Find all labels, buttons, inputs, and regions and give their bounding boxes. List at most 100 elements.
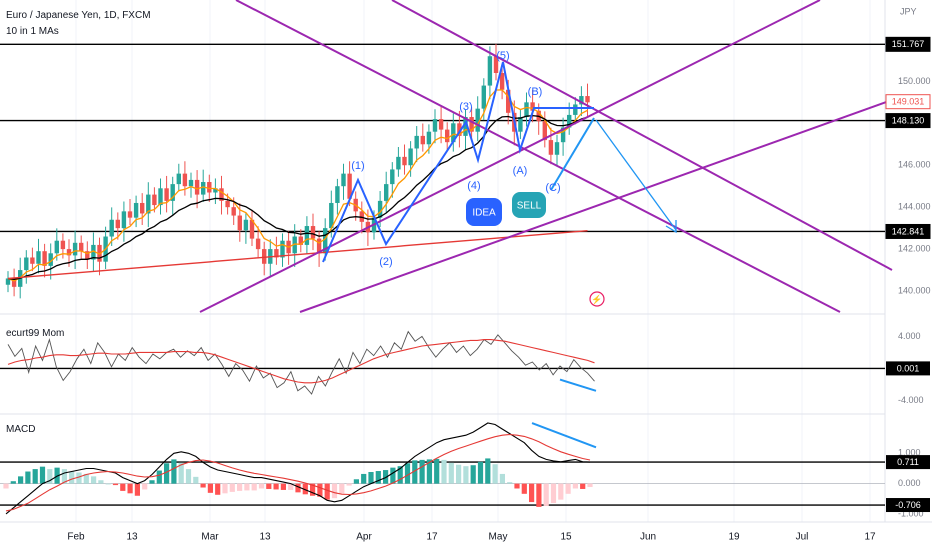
- momentum-pane[interactable]: [0, 330, 885, 395]
- trendline[interactable]: [299, 99, 893, 313]
- candle-body[interactable]: [329, 202, 334, 229]
- time-tick-label[interactable]: 17: [864, 532, 876, 543]
- candle-body[interactable]: [298, 236, 303, 245]
- candle-body[interactable]: [24, 257, 29, 271]
- candle-body[interactable]: [194, 179, 200, 195]
- trendline[interactable]: [391, 0, 893, 271]
- candle-body[interactable]: [518, 117, 523, 132]
- momentum-badge-label[interactable]: 0.001: [897, 363, 920, 373]
- candle-body[interactable]: [567, 114, 572, 128]
- level-price-badge[interactable]: [885, 36, 931, 52]
- candle-body[interactable]: [225, 200, 230, 208]
- candle-body[interactable]: [554, 142, 560, 155]
- candle-body[interactable]: [390, 169, 395, 185]
- wave-label[interactable]: (B): [528, 86, 543, 98]
- elliott-wave-path[interactable]: [322, 61, 594, 263]
- callout-text[interactable]: SELL: [517, 201, 542, 212]
- price-tick-label[interactable]: 142.000: [898, 243, 931, 253]
- candle-body[interactable]: [85, 251, 90, 260]
- price-badge-label[interactable]: 151.767: [892, 39, 925, 49]
- candle-body[interactable]: [158, 188, 163, 206]
- price-badge-label[interactable]: 149.031: [892, 97, 925, 107]
- candle-body[interactable]: [207, 182, 212, 193]
- candle-body[interactable]: [499, 72, 505, 90]
- time-tick-label[interactable]: May: [489, 532, 508, 543]
- price-pane[interactable]: (1) (2) (3) (4) (5) (A) (B) (C) IDEA SELL ⚡: [0, 0, 893, 313]
- candle-body[interactable]: [493, 56, 499, 73]
- time-tick-label[interactable]: Jul: [796, 532, 809, 543]
- candle-body[interactable]: [66, 249, 72, 256]
- candle-body[interactable]: [408, 148, 413, 166]
- candle-body[interactable]: [475, 108, 480, 132]
- wave-label[interactable]: (C): [545, 182, 560, 194]
- time-tick-label[interactable]: Apr: [356, 532, 372, 543]
- price-tick-label[interactable]: 140.000: [898, 285, 931, 295]
- candle-body[interactable]: [48, 253, 53, 266]
- indicator-legend-macd[interactable]: MACD: [6, 424, 36, 435]
- macd-line[interactable]: [5, 422, 591, 515]
- momentum-line[interactable]: [7, 330, 595, 395]
- candle-body[interactable]: [310, 226, 316, 239]
- callout-text[interactable]: IDEA: [472, 208, 496, 219]
- macd-tick-label[interactable]: 0.000: [898, 478, 921, 488]
- candle-body[interactable]: [469, 117, 474, 132]
- time-tick-label[interactable]: Jun: [640, 532, 656, 543]
- macd-tick-label[interactable]: -1.000: [898, 508, 924, 518]
- macd-pane[interactable]: [0, 422, 885, 515]
- candle-body[interactable]: [426, 131, 432, 145]
- candle-body[interactable]: [115, 219, 120, 229]
- wave-label[interactable]: (2): [379, 256, 392, 268]
- candle-body[interactable]: [188, 179, 194, 187]
- candle-body[interactable]: [402, 156, 407, 166]
- candle-body[interactable]: [79, 242, 84, 252]
- candle-body[interactable]: [420, 135, 425, 145]
- candle-body[interactable]: [304, 226, 310, 245]
- level-price-badge[interactable]: [885, 223, 931, 239]
- current-price-badge[interactable]: [885, 94, 931, 110]
- candle-body[interactable]: [573, 104, 578, 115]
- candle-body[interactable]: [432, 119, 438, 132]
- candle-body[interactable]: [451, 123, 456, 143]
- candle-body[interactable]: [152, 194, 157, 206]
- candle-body[interactable]: [384, 184, 389, 201]
- candle-body[interactable]: [249, 219, 255, 239]
- candle-body[interactable]: [243, 219, 249, 231]
- candle-body[interactable]: [255, 238, 261, 250]
- candle-body[interactable]: [262, 249, 267, 264]
- candle-body[interactable]: [506, 89, 511, 113]
- candle-body[interactable]: [438, 119, 444, 130]
- candle-body[interactable]: [237, 215, 242, 231]
- trendline[interactable]: [235, 0, 841, 313]
- wave-label[interactable]: (1): [351, 160, 364, 172]
- time-tick-label[interactable]: 13: [126, 532, 138, 543]
- candle-body[interactable]: [121, 211, 127, 229]
- candle-body[interactable]: [170, 184, 175, 201]
- price-tick-label[interactable]: 150.000: [898, 76, 931, 86]
- candle-body[interactable]: [560, 127, 566, 143]
- wave-label[interactable]: (4): [467, 180, 480, 192]
- callout-box[interactable]: [512, 192, 546, 218]
- macd-badge-label[interactable]: 0.711: [897, 457, 919, 467]
- candle-body[interactable]: [60, 240, 66, 250]
- macd-badge-label[interactable]: -0.706: [895, 500, 921, 510]
- candle-body[interactable]: [292, 236, 297, 254]
- price-badge-label[interactable]: 142.841: [892, 226, 925, 236]
- macd-badge[interactable]: [886, 455, 930, 470]
- momentum-badge[interactable]: [886, 361, 930, 376]
- time-axis[interactable]: Feb 13 Mar 13 Apr 17 May 15 Jun 19 Jul 17: [67, 532, 876, 543]
- candle-body[interactable]: [91, 244, 96, 260]
- candle-body[interactable]: [347, 173, 352, 199]
- candle-body[interactable]: [335, 186, 340, 203]
- time-tick-label[interactable]: Mar: [201, 532, 219, 543]
- wave-label[interactable]: (A): [513, 165, 528, 177]
- candle-body[interactable]: [530, 102, 535, 111]
- candle-body[interactable]: [481, 85, 486, 109]
- candle-body[interactable]: [36, 251, 41, 264]
- callout-box[interactable]: [466, 198, 502, 226]
- macd-divergence-line[interactable]: [531, 422, 597, 449]
- candle-body[interactable]: [213, 188, 218, 193]
- candle-body[interactable]: [445, 129, 450, 143]
- candle-body[interactable]: [463, 117, 468, 136]
- candle-body[interactable]: [146, 194, 151, 214]
- level-price-badge[interactable]: [885, 113, 931, 129]
